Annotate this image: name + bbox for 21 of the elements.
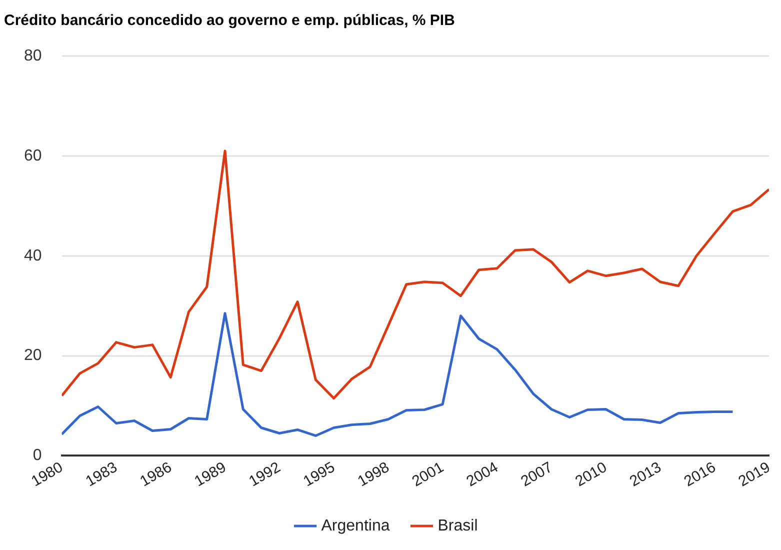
y-tick-label: 60 <box>24 147 42 164</box>
y-tick-label: 80 <box>24 47 42 64</box>
chart-title: Crédito bancário concedido ao governo e emp. públicas, % PIB <box>4 12 456 30</box>
x-tick-label: 2013 <box>626 458 664 490</box>
x-tick-label: 1983 <box>82 458 120 490</box>
legend-label: Brasil <box>438 517 478 534</box>
y-tick-label: 20 <box>24 347 42 364</box>
legend-label: Argentina <box>321 517 390 534</box>
x-tick-label: 1995 <box>300 458 338 490</box>
x-tick-label: 2004 <box>464 458 502 490</box>
x-tick-label: 2010 <box>572 458 610 490</box>
x-tick-label: 2001 <box>409 458 447 490</box>
x-tick-label: 2007 <box>518 458 556 490</box>
y-tick-label: 40 <box>24 247 42 264</box>
x-tick-label: 1989 <box>192 458 230 490</box>
y-tick-label: 0 <box>32 447 42 464</box>
x-tick-label: 1986 <box>137 458 175 490</box>
x-tick-label: 1992 <box>246 458 284 490</box>
x-tick-label: 2016 <box>681 458 719 490</box>
x-tick-label: 2019 <box>736 458 774 490</box>
x-tick-label: 1998 <box>354 458 392 490</box>
